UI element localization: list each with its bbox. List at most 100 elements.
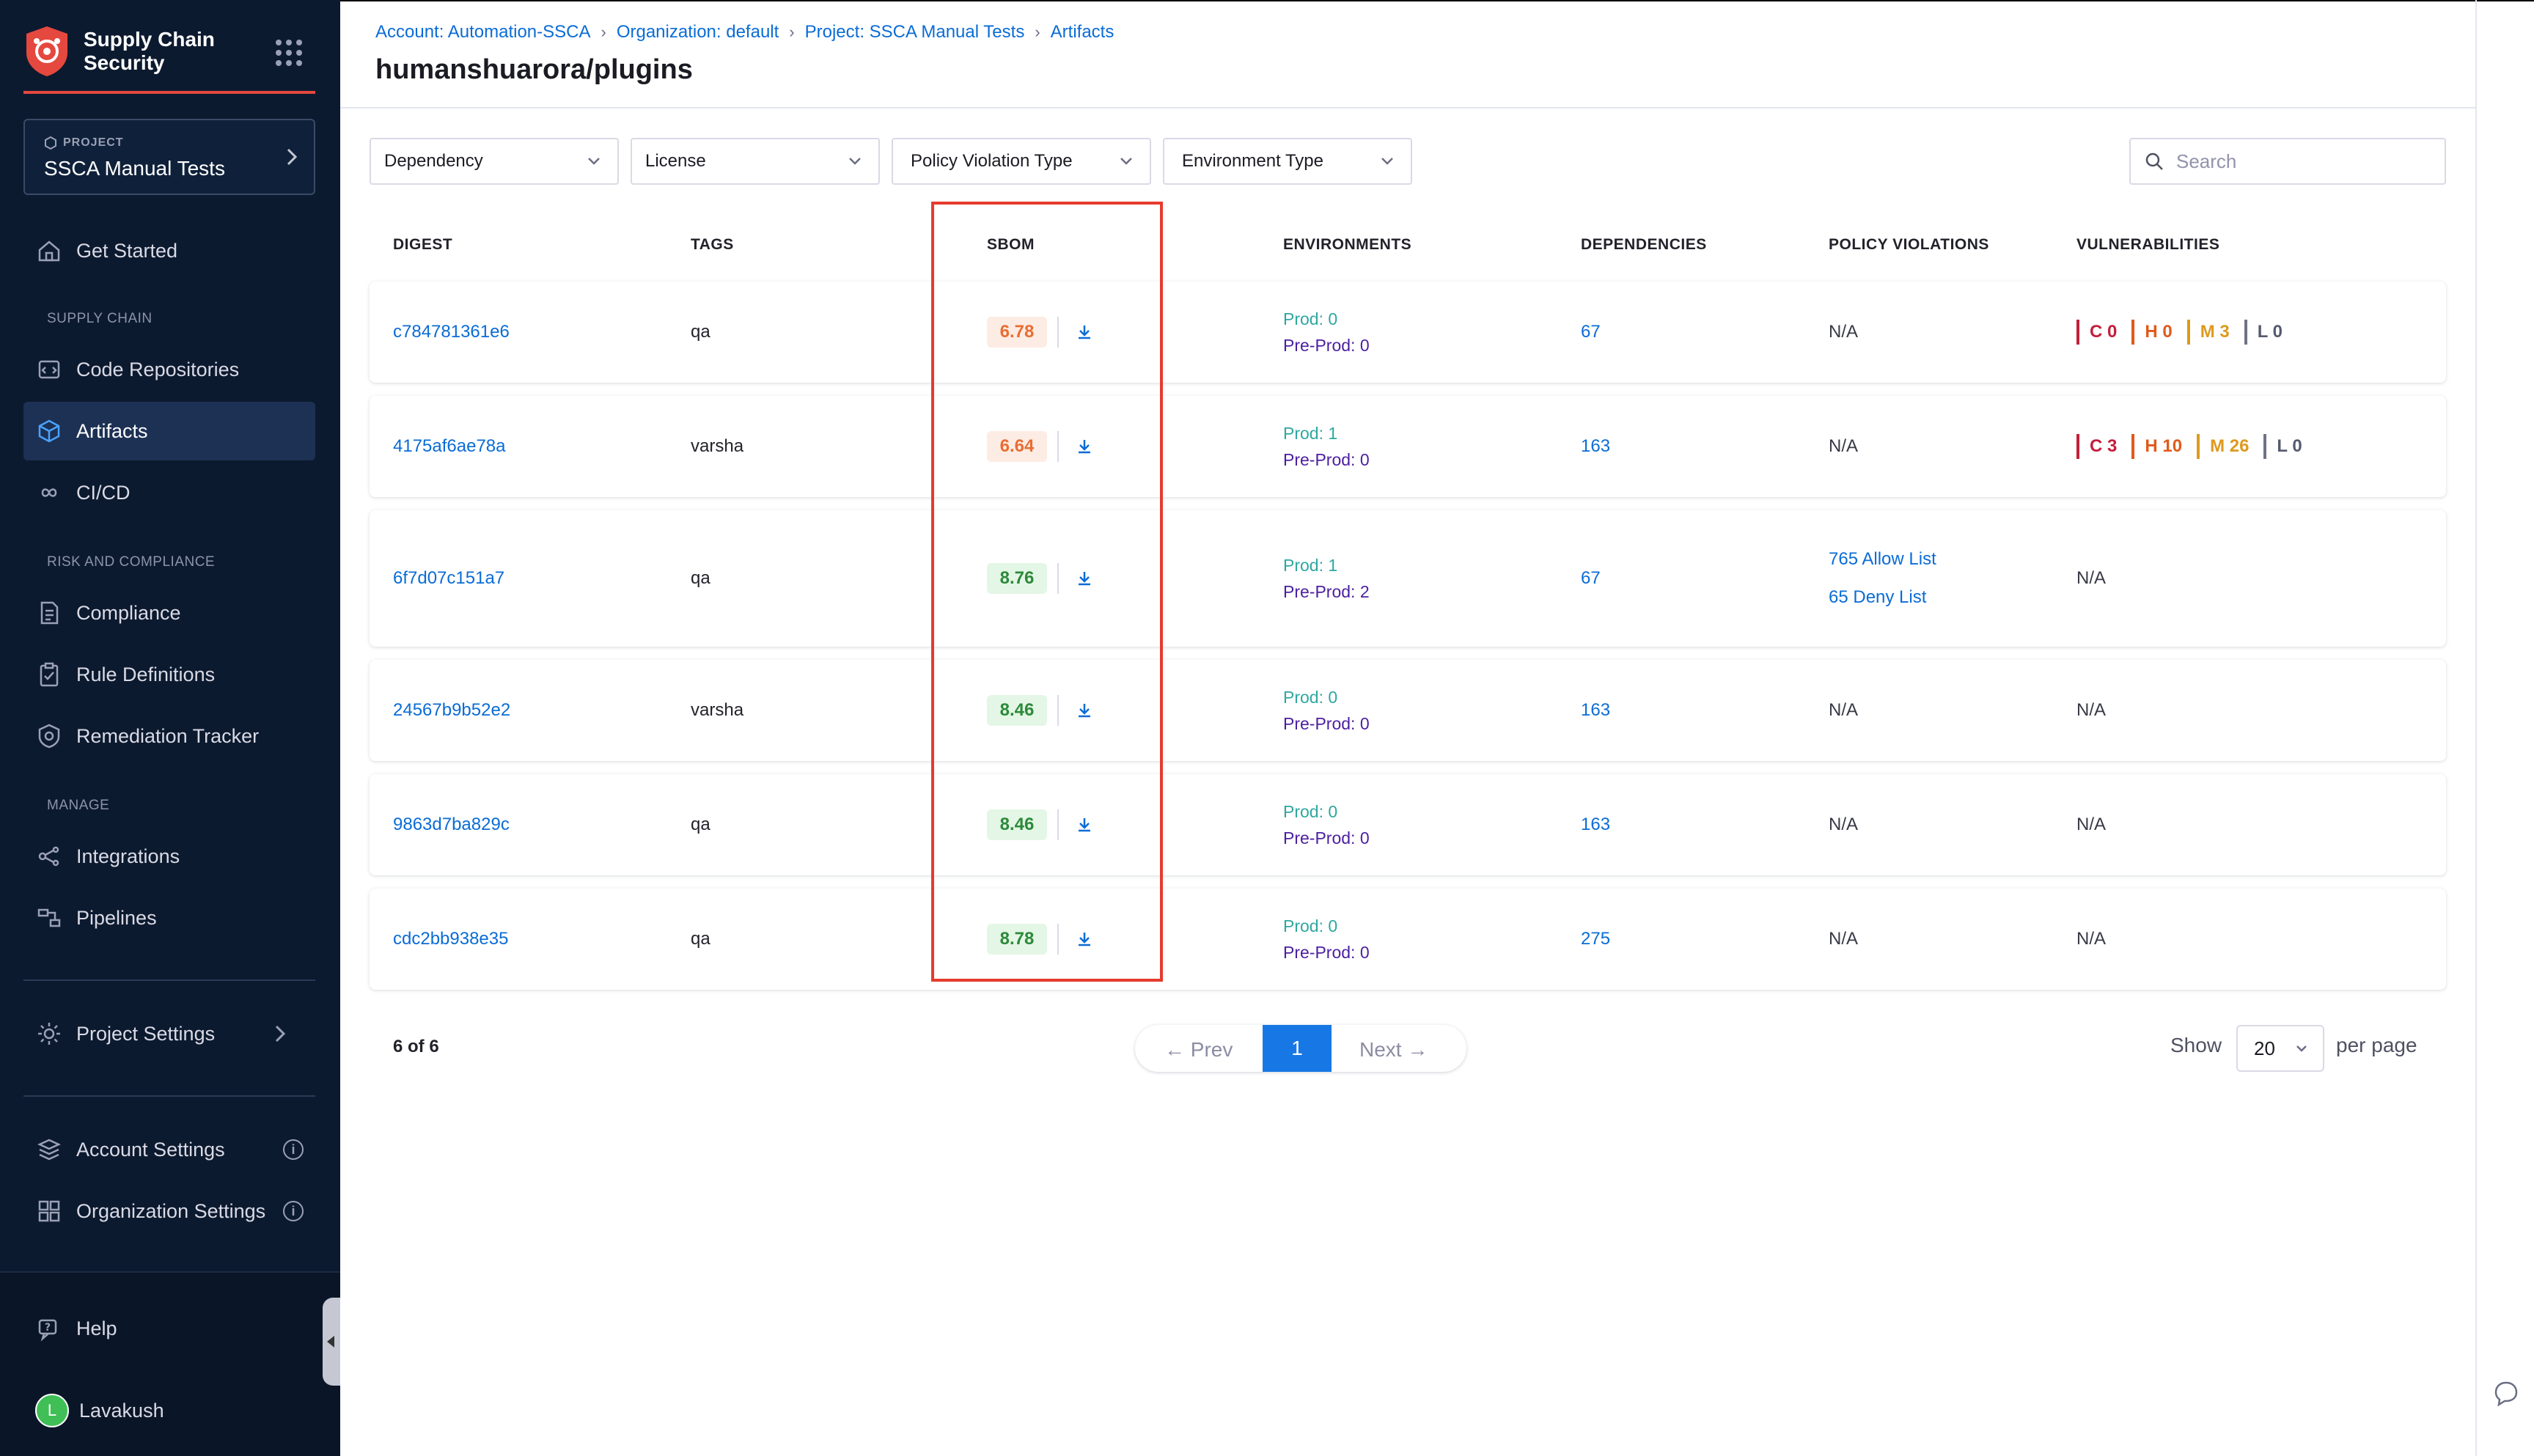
nav-remediation-tracker-label: Remediation Tracker (76, 724, 260, 747)
deny-list-violations-link[interactable]: 65 Deny List (1829, 587, 1927, 607)
chat-support-icon[interactable] (2490, 1377, 2522, 1409)
artifact-digest-link[interactable]: c784781361e6 (393, 322, 510, 342)
app-switcher-icon[interactable] (276, 40, 302, 66)
medium-count: M 3 (2186, 320, 2230, 345)
artifact-digest-link[interactable]: cdc2bb938e35 (393, 929, 509, 949)
nav-compliance[interactable]: Compliance (23, 584, 315, 642)
nav-organization-settings[interactable]: Organization Settings i (23, 1182, 315, 1240)
nav-compliance-label: Compliance (76, 601, 181, 624)
nav-cicd[interactable]: CI/CD (23, 463, 315, 522)
column-header-policy-violations[interactable]: POLICY VIOLATIONS (1829, 236, 1989, 253)
clipboard-check-icon (40, 662, 59, 687)
dependencies-count-link[interactable]: 67 (1581, 322, 1601, 342)
dependency-filter-label: Dependency (384, 151, 483, 171)
search-input[interactable]: Search (2129, 138, 2446, 185)
section-supply-chain: SUPPLY CHAIN (47, 311, 153, 326)
sbom-score-badge: 6.78 (987, 317, 1047, 348)
nav-artifacts-label: Artifacts (76, 419, 148, 442)
table-row[interactable]: 6f7d07c151a7 qa 8.76 Prod: 1 Pre-Prod: 2 6… (370, 510, 2446, 647)
breadcrumb: Account: Automation-SSCA › Organization:… (375, 22, 1114, 43)
breadcrumb-project[interactable]: Project: SSCA Manual Tests (804, 22, 1025, 42)
infinity-icon (41, 488, 57, 497)
column-header-environments[interactable]: ENVIRONMENTS (1283, 236, 1412, 253)
vulnerabilities-value: N/A (2076, 700, 2107, 720)
download-sbom-icon[interactable] (1076, 702, 1092, 723)
dependencies-count-link[interactable]: 163 (1581, 700, 1611, 720)
brand-name-line2: Security (84, 51, 165, 74)
breadcrumb-artifacts[interactable]: Artifacts (1050, 22, 1114, 42)
section-manage: MANAGE (47, 798, 110, 813)
vulnerabilities-value: N/A (2076, 815, 2107, 834)
policy-violation-type-filter[interactable]: Policy Violation Type (892, 138, 1151, 185)
tracker-shield-icon (38, 724, 60, 749)
table-row[interactable]: 24567b9b52e2 varsha 8.46 Prod: 0 Pre-Prod:… (370, 660, 2446, 761)
top-border (340, 0, 2534, 1)
download-sbom-icon[interactable] (1076, 570, 1092, 591)
nav-artifacts[interactable]: Artifacts (23, 402, 315, 460)
info-icon[interactable]: i (283, 1201, 304, 1221)
artifact-digest-link[interactable]: 9863d7ba829c (393, 815, 510, 834)
right-panel-border (2475, 0, 2477, 1456)
next-page-button[interactable]: Next → (1359, 1038, 1428, 1061)
per-page-label: per page (2336, 1034, 2417, 1056)
project-selector[interactable]: PROJECT SSCA Manual Tests (23, 119, 315, 195)
user-profile[interactable]: L Lavakush (23, 1381, 315, 1440)
high-count: H 10 (2131, 434, 2182, 459)
dependency-filter[interactable]: Dependency (370, 138, 619, 185)
preprod-count: Pre-Prod: 0 (1283, 943, 1370, 962)
vulnerability-summary[interactable]: C 0 H 0 M 3 L 0 (2076, 320, 2297, 345)
brand[interactable]: Supply Chain Security (23, 25, 215, 78)
artifact-digest-link[interactable]: 4175af6ae78a (393, 436, 506, 456)
prod-count: Prod: 0 (1283, 309, 1338, 328)
breadcrumb-account[interactable]: Account: Automation-SSCA (375, 22, 591, 42)
table-row[interactable]: 4175af6ae78a varsha 6.64 Prod: 1 Pre-Prod:… (370, 396, 2446, 497)
chevron-down-icon (2296, 1045, 2307, 1052)
vulnerability-summary[interactable]: C 3 H 10 M 26 L 0 (2076, 434, 2317, 459)
prev-page-button[interactable]: ← Prev (1164, 1038, 1233, 1061)
dependencies-count-link[interactable]: 163 (1581, 815, 1611, 834)
allow-list-violations-link[interactable]: 765 Allow List (1829, 549, 1936, 569)
column-header-dependencies[interactable]: DEPENDENCIES (1581, 236, 1707, 253)
table-row[interactable]: c784781361e6 qa 6.78 Prod: 0 Pre-Prod: 0 6… (370, 282, 2446, 383)
result-count: 6 of 6 (393, 1037, 439, 1056)
nav-code-repositories[interactable]: Code Repositories (23, 340, 315, 399)
dependencies-count-link[interactable]: 163 (1581, 436, 1611, 456)
sidebar-collapse-toggle[interactable] (323, 1298, 340, 1386)
nav-account-settings[interactable]: Account Settings i (23, 1120, 315, 1179)
column-header-digest[interactable]: DIGEST (393, 236, 453, 253)
dependencies-count-link[interactable]: 275 (1581, 929, 1611, 949)
column-header-vulnerabilities[interactable]: VULNERABILITIES (2076, 236, 2220, 253)
table-row[interactable]: 9863d7ba829c qa 8.46 Prod: 0 Pre-Prod: 0 1… (370, 774, 2446, 875)
download-sbom-icon[interactable] (1076, 323, 1092, 345)
info-icon[interactable]: i (283, 1139, 304, 1160)
download-sbom-icon[interactable] (1076, 930, 1092, 952)
nav-integrations-label: Integrations (76, 845, 180, 867)
chevron-down-icon (588, 158, 600, 165)
nav-integrations[interactable]: Integrations (23, 827, 315, 886)
prod-count: Prod: 0 (1283, 802, 1338, 821)
page-size-select[interactable]: 20 (2236, 1025, 2324, 1072)
nav-divider (23, 1095, 315, 1097)
environment-type-filter[interactable]: Environment Type (1163, 138, 1412, 185)
download-sbom-icon[interactable] (1076, 816, 1092, 837)
nav-remediation-tracker[interactable]: Remediation Tracker (23, 707, 315, 765)
nav-pipelines[interactable]: Pipelines (23, 889, 315, 947)
nav-rule-definitions[interactable]: Rule Definitions (23, 645, 315, 704)
user-name: Lavakush (79, 1399, 164, 1422)
column-header-tags[interactable]: TAGS (691, 236, 734, 253)
page-1-button[interactable]: 1 (1263, 1025, 1332, 1072)
license-filter[interactable]: License (631, 138, 880, 185)
column-header-sbom[interactable]: SBOM (987, 236, 1035, 253)
nav-project-settings[interactable]: Project Settings (23, 1004, 315, 1063)
nav-help[interactable]: ? Help (23, 1299, 315, 1358)
artifact-digest-link[interactable]: 24567b9b52e2 (393, 700, 511, 720)
chevron-down-icon (849, 158, 861, 165)
download-sbom-icon[interactable] (1076, 438, 1092, 459)
header-divider (340, 107, 2475, 109)
nav-get-started[interactable]: Get Started (23, 221, 315, 280)
dependencies-count-link[interactable]: 67 (1581, 568, 1601, 588)
artifact-digest-link[interactable]: 6f7d07c151a7 (393, 568, 505, 588)
breadcrumb-organization[interactable]: Organization: default (616, 22, 779, 42)
show-label: Show (2170, 1034, 2222, 1056)
table-row[interactable]: cdc2bb938e35 qa 8.78 Prod: 0 Pre-Prod: 0 2… (370, 889, 2446, 990)
